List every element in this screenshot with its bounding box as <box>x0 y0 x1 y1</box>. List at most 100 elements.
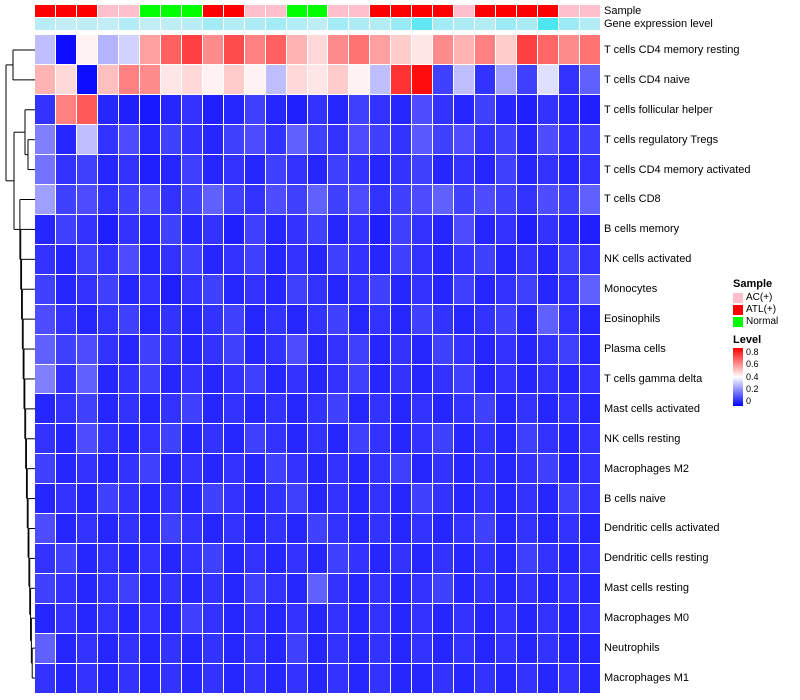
heatmap-cell <box>328 454 349 484</box>
heatmap-cell <box>454 274 475 304</box>
heatmap-cell <box>454 64 475 94</box>
heatmap-cell <box>538 334 559 364</box>
heatmap-cell <box>265 244 286 274</box>
sample-annotation-label: Sample <box>604 5 642 17</box>
heatmap-cell <box>76 35 97 64</box>
heatmap-cell <box>76 304 97 334</box>
heatmap-cell <box>580 514 600 544</box>
heatmap-cell <box>244 334 265 364</box>
heatmap-cell <box>475 124 496 154</box>
heatmap-cell <box>454 574 475 604</box>
heatmap-cell <box>265 604 286 634</box>
heatmap-cell <box>160 274 181 304</box>
heatmap-cell <box>559 94 580 124</box>
heatmap-cell <box>160 64 181 94</box>
heatmap-cell <box>265 64 286 94</box>
heatmap-cell <box>349 64 370 94</box>
heatmap-cell <box>265 484 286 514</box>
level-tick-labels: 0.8 0.6 0.4 0.2 0 <box>746 348 759 406</box>
heatmap-cell <box>475 334 496 364</box>
heatmap-cell <box>160 364 181 394</box>
heatmap-cell <box>538 364 559 394</box>
heatmap-cell <box>538 94 559 124</box>
row-dendrogram <box>5 49 35 679</box>
sample-annotation-cell <box>139 5 160 17</box>
heatmap-cell <box>370 604 391 634</box>
heatmap-cell <box>454 424 475 454</box>
heatmap-cell <box>223 64 244 94</box>
sample-annotation-cell <box>370 5 391 17</box>
heatmap-cell <box>139 424 160 454</box>
sample-annotation-cell <box>244 5 265 17</box>
heatmap-cell <box>181 334 202 364</box>
heatmap-cell <box>328 424 349 454</box>
heatmap-cell <box>538 184 559 214</box>
heatmap-cell <box>433 514 454 544</box>
heatmap-cell <box>55 424 76 454</box>
heatmap-cell <box>244 304 265 334</box>
sample-annotation-cell <box>454 5 475 17</box>
heatmap-cell <box>349 244 370 274</box>
heatmap-cell <box>307 94 328 124</box>
heatmap-cell <box>475 94 496 124</box>
heatmap-cell <box>76 94 97 124</box>
heatmap-cell <box>244 574 265 604</box>
heatmap-cell <box>559 634 580 664</box>
heatmap-cell <box>181 214 202 244</box>
heatmap-cell <box>454 634 475 664</box>
heatmap-cell <box>244 454 265 484</box>
heatmap-cell <box>55 484 76 514</box>
sample-annotation-cell <box>328 5 349 17</box>
expression-annotation-cell <box>349 18 370 30</box>
heatmap-cell <box>244 394 265 424</box>
heatmap-cell <box>454 454 475 484</box>
heatmap-cell <box>76 334 97 364</box>
heatmap-cell <box>412 634 433 664</box>
heatmap-cell <box>349 634 370 664</box>
heatmap-cell <box>181 124 202 154</box>
heatmap-cell <box>286 424 307 454</box>
heatmap-cell <box>244 664 265 693</box>
heatmap-cell <box>181 424 202 454</box>
heatmap-cell <box>559 64 580 94</box>
heatmap-cell <box>286 574 307 604</box>
heatmap-cell <box>328 154 349 184</box>
heatmap-cell <box>55 124 76 154</box>
heatmap-cell <box>202 514 223 544</box>
heatmap-cell <box>307 35 328 64</box>
heatmap-cell <box>412 124 433 154</box>
heatmap-cell <box>370 214 391 244</box>
heatmap-cell <box>118 454 139 484</box>
sample-annotation-cell <box>55 5 76 17</box>
heatmap-cell <box>391 35 412 64</box>
expression-annotation-cell <box>118 18 139 30</box>
heatmap-cell <box>370 35 391 64</box>
heatmap-cell <box>202 484 223 514</box>
heatmap-cell <box>391 514 412 544</box>
heatmap-cell <box>118 35 139 64</box>
heatmap-cell <box>202 364 223 394</box>
row-label: Neutrophils <box>604 642 660 655</box>
heatmap-cell <box>349 574 370 604</box>
sample-annotation-cell <box>118 5 139 17</box>
heatmap-cell <box>349 514 370 544</box>
heatmap-cell <box>307 154 328 184</box>
heatmap-cell <box>35 94 55 124</box>
heatmap-cell <box>118 274 139 304</box>
heatmap-cell <box>412 244 433 274</box>
heatmap-cell <box>538 574 559 604</box>
heatmap-cell <box>559 244 580 274</box>
heatmap-cell <box>181 604 202 634</box>
row-label: B cells memory <box>604 223 680 236</box>
heatmap-cell <box>307 124 328 154</box>
expression-annotation-cell <box>160 18 181 30</box>
heatmap-cell <box>35 35 55 64</box>
heatmap-cell <box>475 664 496 693</box>
heatmap-cell <box>139 454 160 484</box>
expression-annotation-bar <box>35 18 600 30</box>
heatmap-cell <box>412 544 433 574</box>
expression-annotation-cell <box>538 18 559 30</box>
heatmap-cell <box>286 394 307 424</box>
heatmap-cell <box>55 64 76 94</box>
heatmap-cell <box>454 544 475 574</box>
